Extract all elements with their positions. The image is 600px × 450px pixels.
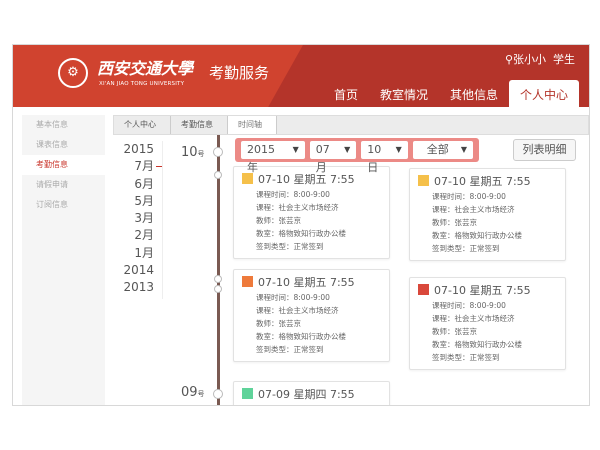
month-item[interactable]: 5月 (134, 193, 154, 208)
card-field-course: 课程：社会主义市场经济 (256, 203, 339, 212)
card-field-room: 教室：格物致知行政办公楼 (256, 332, 346, 341)
card-title-text: 07-10 星期五 7:55 (434, 283, 531, 297)
card-field-type: 签到类型：正常签到 (256, 345, 324, 354)
card-field-type: 签到类型：正常签到 (432, 244, 500, 253)
timeline-node (214, 171, 222, 179)
user-role: 学生 (553, 53, 575, 66)
card-field-teacher: 教师：张芸京 (256, 319, 301, 328)
service-title: 考勤服务 (209, 64, 270, 82)
sidebar-item-leave[interactable]: 请假申请 (36, 180, 68, 189)
card-field-time: 课程时间：8:00-9:00 (432, 192, 506, 201)
card-field-teacher: 教师：张芸京 (432, 327, 477, 336)
day-label: 10号 (181, 145, 205, 160)
timeline-node (214, 285, 222, 293)
card-title-text: 07-10 星期五 7:55 (258, 172, 355, 186)
sidebar-item-basic[interactable]: 基本信息 (36, 120, 68, 129)
breadcrumb-attendance[interactable]: 考勤信息 (171, 116, 228, 134)
year-item[interactable]: 2015 (123, 142, 154, 156)
day-label: 09号 (181, 385, 205, 400)
app-window: ⚙ 西安交通大學 XI'AN JIAO TONG UNIVERSITY 考勤服务… (12, 44, 590, 406)
type-select[interactable]: 全部 ▼ (412, 141, 473, 159)
month-item[interactable]: 2月 (134, 228, 154, 243)
nav-home[interactable]: 首页 (333, 88, 358, 102)
nav-other[interactable]: 其他信息 (449, 88, 498, 102)
year-item[interactable]: 2013 (123, 280, 154, 295)
chevron-down-icon: ▼ (292, 145, 299, 154)
sidebar-item-schedule[interactable]: 课表信息 (36, 140, 68, 149)
card-field-teacher: 教师：张芸京 (256, 216, 301, 225)
chevron-down-icon: ▼ (460, 145, 467, 154)
card-field-time: 课程时间：8:00-9:00 (256, 190, 330, 199)
month-item[interactable]: 3月 (134, 211, 154, 226)
card-field-room: 教室：格物致知行政办公楼 (432, 231, 522, 240)
card-field-course: 课程：社会主义市场经济 (256, 306, 339, 315)
attendance-card[interactable]: 07-10 星期五 7:55 课程时间：8:00-9:00 课程：社会主义市场经济教… (233, 269, 390, 362)
card-title-text: 07-10 星期五 7:55 (434, 174, 531, 188)
card-title: 07-10 星期五 7:55 (418, 173, 557, 188)
list-detail-button[interactable]: 列表明细 (513, 139, 576, 161)
checkin-icon (242, 276, 253, 287)
nav-classroom[interactable]: 教室情况 (379, 88, 428, 102)
card-title: 07-10 星期五 7:55 (242, 274, 381, 289)
university-logo-en: XI'AN JIAO TONG UNIVERSITY (99, 81, 185, 87)
attendance-card[interactable]: 07-10 星期五 7:55 课程时间：8:00-9:00 课程：社会主义市场经济教… (409, 277, 566, 370)
university-logo: 西安交通大學 (97, 59, 194, 78)
main-nav: 首页 教室情况 其他信息 个人中心 (323, 80, 579, 107)
university-seal-icon: ⚙ (58, 58, 88, 88)
timeline-node (213, 147, 223, 157)
timeline-node (214, 275, 222, 283)
day-select[interactable]: 10日 ▼ (361, 141, 408, 174)
card-field-room: 教室：格物致知行政办公楼 (432, 340, 522, 349)
chevron-down-icon: ▼ (395, 145, 402, 154)
year-select[interactable]: 2015年 ▼ (241, 141, 305, 174)
user-name: 张小小 (513, 53, 546, 66)
header: ⚙ 西安交通大學 XI'AN JIAO TONG UNIVERSITY 考勤服务… (13, 45, 589, 107)
month-item[interactable]: 1月 (134, 245, 154, 260)
year-item[interactable]: 2014 (123, 263, 154, 278)
card-field-time: 课程时间：8:00-9:00 (256, 293, 330, 302)
nav-personal[interactable]: 个人中心 (508, 80, 579, 107)
card-title: 07-09 星期四 7:55 (242, 386, 381, 401)
card-field-time: 课程时间：8:00-9:00 (432, 301, 506, 310)
month-select[interactable]: 07月 ▼ (309, 141, 357, 174)
month-item[interactable]: 7月 (113, 158, 154, 175)
year-month-list: 2015 7月 6月 5月 3月 2月 1月 2014 2013 (113, 141, 163, 299)
chevron-down-icon: ▼ (344, 145, 351, 154)
sidebar: 基本信息 课表信息 考勤信息 请假申请 订阅信息 (22, 115, 105, 405)
attendance-card[interactable]: 07-09 星期四 7:55 (233, 381, 390, 405)
card-field-type: 签到类型：正常签到 (432, 353, 500, 362)
breadcrumb-personal[interactable]: 个人中心 (114, 116, 171, 134)
checkin-icon (242, 173, 253, 184)
card-title: 07-10 星期五 7:55 (242, 171, 381, 186)
user-info[interactable]: ⚲张小小 学生 (505, 51, 575, 67)
card-field-type: 签到类型：正常签到 (256, 242, 324, 251)
timeline-node (213, 389, 223, 399)
checkin-icon (242, 388, 253, 399)
sidebar-item-subscribe[interactable]: 订阅信息 (36, 200, 68, 209)
attendance-card[interactable]: 07-10 星期五 7:55 课程时间：8:00-9:00 课程：社会主义市场经济教… (233, 166, 390, 259)
card-field-teacher: 教师：张芸京 (432, 218, 477, 227)
date-filter-bar: 2015年 ▼ 07月 ▼ 10日 ▼ 全部 ▼ (235, 138, 479, 174)
sidebar-item-attendance[interactable]: 考勤信息 (22, 155, 105, 175)
user-icon: ⚲ (504, 53, 513, 66)
card-title-text: 07-10 星期五 7:55 (258, 275, 355, 289)
breadcrumb: 个人中心 考勤信息 时间轴 (113, 115, 589, 135)
timeline-axis (217, 135, 220, 405)
card-title-text: 07-09 星期四 7:55 (258, 387, 355, 401)
card-field-course: 课程：社会主义市场经济 (432, 205, 515, 214)
card-title: 07-10 星期五 7:55 (418, 282, 557, 297)
breadcrumb-timeline: 时间轴 (228, 116, 277, 134)
card-field-room: 教室：格物致知行政办公楼 (256, 229, 346, 238)
checkin-icon (418, 175, 429, 186)
checkin-icon (418, 284, 429, 295)
card-field-course: 课程：社会主义市场经济 (432, 314, 515, 323)
attendance-card[interactable]: 07-10 星期五 7:55 课程时间：8:00-9:00 课程：社会主义市场经济教… (409, 168, 566, 261)
month-item[interactable]: 6月 (134, 176, 154, 191)
